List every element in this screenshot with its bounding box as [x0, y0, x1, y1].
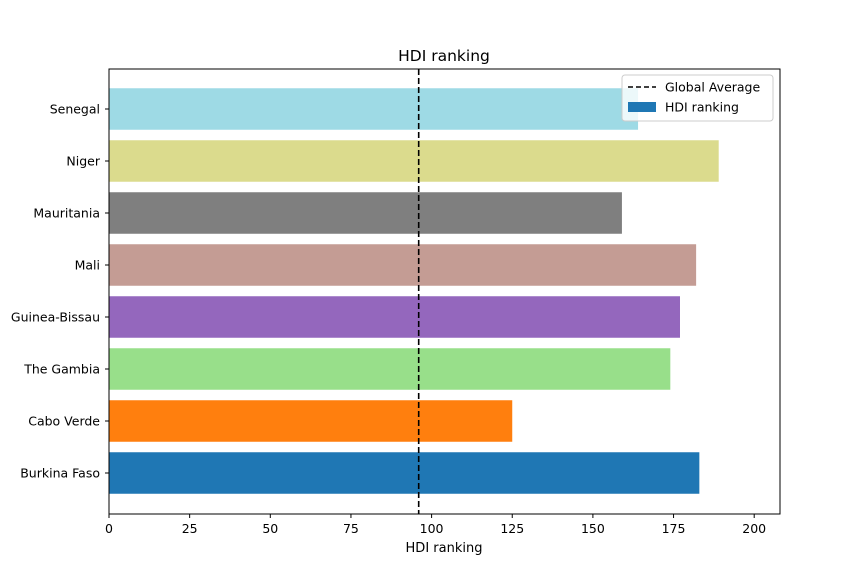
legend-bar-swatch	[628, 102, 656, 112]
y-axis: Burkina Faso Cabo Verde The Gambia Guinea-B…	[11, 102, 109, 481]
y-tick-label: Cabo Verde	[28, 414, 100, 429]
x-tick-label: 150	[581, 521, 605, 536]
x-tick-label: 50	[262, 521, 278, 536]
x-axis-label: HDI ranking	[406, 541, 483, 556]
y-tick-label: The Gambia	[23, 362, 100, 377]
x-tick-label: 25	[182, 521, 198, 536]
x-tick-label: 75	[343, 521, 359, 536]
bar-cabo-verde	[109, 400, 513, 442]
x-axis: 0 25 50 75 100 125 150 175 200	[105, 514, 766, 536]
y-tick-label: Burkina Faso	[20, 466, 100, 481]
y-tick-label: Senegal	[50, 102, 100, 117]
legend-box	[621, 74, 774, 122]
bars-layer	[109, 88, 719, 494]
bar-the-gambia	[109, 348, 671, 390]
legend-label-global-average: Global Average	[665, 80, 760, 95]
bar-guinea-bissau	[109, 296, 680, 338]
y-tick-label: Mauritania	[33, 206, 100, 221]
x-tick-label: 200	[742, 521, 766, 536]
bar-mauritania	[109, 192, 622, 234]
legend: Global Average HDI ranking	[621, 74, 774, 122]
y-tick-label: Mali	[75, 258, 100, 273]
legend-label-hdi-ranking: HDI ranking	[665, 100, 739, 115]
bar-senegal	[109, 88, 639, 130]
bar-niger	[109, 140, 719, 182]
bar-mali	[109, 244, 697, 286]
plot-frame	[108, 68, 781, 515]
y-tick-label: Guinea-Bissau	[11, 310, 100, 325]
x-tick-label: 175	[662, 521, 686, 536]
chart-title: HDI ranking	[398, 47, 490, 65]
x-tick-label: 0	[105, 521, 113, 536]
y-tick-label: Niger	[66, 154, 100, 169]
x-tick-label: 125	[500, 521, 524, 536]
bar-burkina-faso	[109, 452, 700, 494]
x-tick-label: 100	[420, 521, 444, 536]
